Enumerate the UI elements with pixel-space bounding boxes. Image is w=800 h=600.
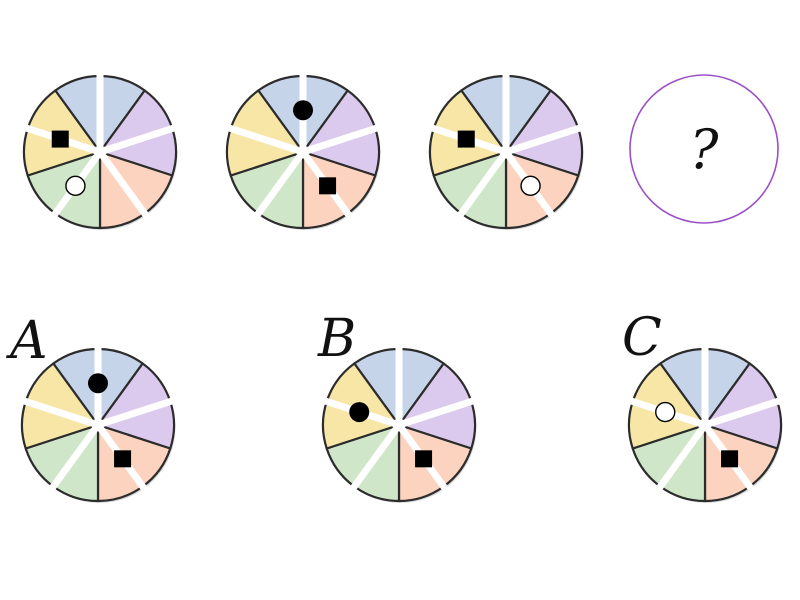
segment-divider	[21, 397, 100, 429]
white-circle-icon	[65, 175, 86, 197]
segment-divider	[504, 124, 583, 156]
segment-divider	[226, 124, 305, 156]
sequence-row	[22, 73, 584, 230]
question-tile[interactable]: ?	[629, 74, 779, 224]
black-square-icon	[319, 177, 337, 195]
segment-divider	[96, 397, 175, 429]
option-b-wheel[interactable]	[321, 346, 477, 503]
wheel-hub	[94, 421, 102, 429]
option-c-wheel[interactable]	[627, 346, 783, 503]
segment-divider	[97, 149, 150, 218]
segment-divider	[703, 397, 782, 429]
sequence-wheel-2[interactable]	[225, 73, 381, 230]
question-mark: ?	[690, 118, 720, 181]
white-circle-icon	[520, 175, 541, 197]
black-circle-icon	[88, 373, 108, 394]
sequence-wheel-3[interactable]	[428, 73, 584, 230]
black-square-icon	[415, 450, 433, 468]
wheel-hub	[299, 148, 307, 156]
segment-divider	[253, 149, 306, 218]
options-row: A B C	[6, 308, 783, 503]
segment-divider	[301, 124, 380, 156]
question-ring	[629, 74, 779, 224]
black-circle-icon	[293, 100, 313, 121]
wheel-hub	[502, 148, 510, 156]
black-square-icon	[457, 130, 475, 148]
segment-divider	[349, 422, 402, 491]
black-square-icon	[51, 130, 69, 148]
option-a-wheel[interactable]	[20, 346, 176, 503]
black-square-icon	[721, 450, 739, 468]
segment-divider	[98, 124, 177, 156]
wheel-hub	[701, 421, 709, 429]
option-a-label: A	[6, 311, 48, 371]
wheel-hub	[96, 148, 104, 156]
black-circle-icon	[349, 402, 370, 423]
segment-divider	[48, 422, 101, 491]
black-square-icon	[114, 450, 132, 468]
segment-divider	[456, 149, 509, 218]
option-c-label: C	[622, 308, 662, 368]
white-circle-icon	[655, 401, 676, 423]
segment-divider	[655, 422, 708, 491]
wheel-hub	[395, 421, 403, 429]
option-b-label: B	[317, 309, 356, 369]
segment-divider	[397, 397, 476, 429]
sequence-wheel-1[interactable]	[22, 73, 178, 230]
